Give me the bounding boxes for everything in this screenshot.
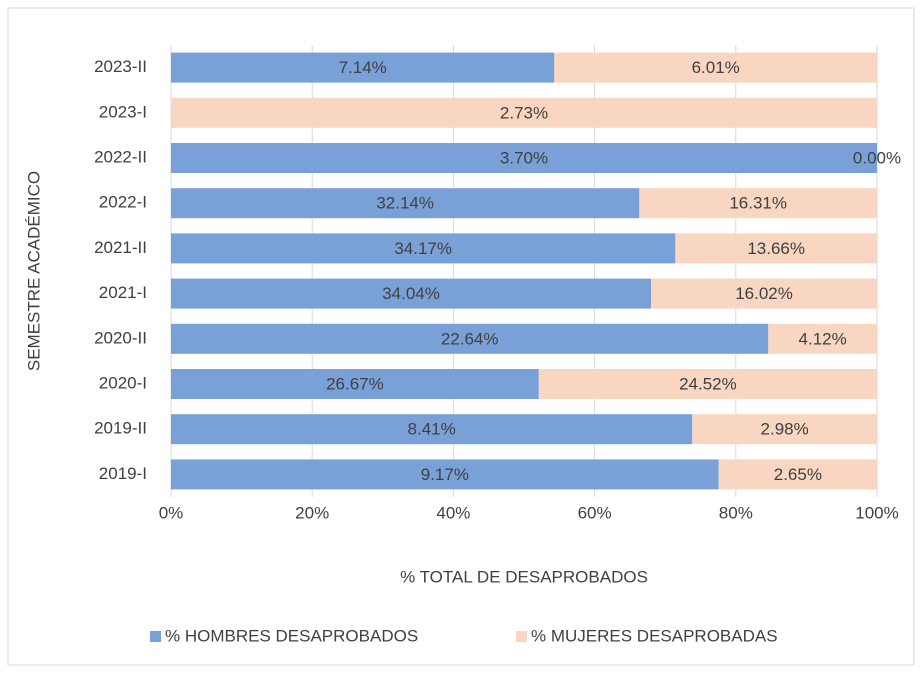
- data-label: 6.01%: [692, 58, 740, 77]
- bar-segment: [554, 52, 877, 83]
- bar-segment: [675, 233, 877, 264]
- data-label: 3.70%: [500, 148, 548, 167]
- y-tick-label: 2019-II: [94, 419, 147, 438]
- bar-segment: [692, 414, 877, 445]
- bar-segment: [171, 188, 640, 219]
- legend-swatch: [516, 631, 527, 642]
- data-label: 7.14%: [339, 58, 387, 77]
- data-label: 34.17%: [394, 239, 452, 258]
- bar-segment: [171, 323, 769, 354]
- y-tick-label: 2020-I: [99, 373, 147, 392]
- y-tick-label: 2023-I: [99, 102, 147, 121]
- data-label: 13.66%: [747, 239, 805, 258]
- legend-swatch: [150, 631, 161, 642]
- x-tick-label: 100%: [855, 503, 898, 522]
- data-label: 4.12%: [799, 329, 847, 348]
- bar-segment: [538, 369, 877, 399]
- data-label: 34.04%: [382, 284, 440, 303]
- y-tick-label: 2021-I: [99, 283, 147, 302]
- bar-segment: [639, 188, 877, 219]
- y-tick-label: 2021-II: [94, 238, 147, 257]
- data-label: 0.00%: [853, 148, 901, 167]
- bar-segment: [171, 233, 676, 264]
- bar-segment: [718, 459, 877, 490]
- x-tick-label: 60%: [578, 503, 612, 522]
- data-label: 2.65%: [774, 465, 822, 484]
- y-tick-label: 2019-I: [99, 464, 147, 483]
- y-tick-label: 2023-II: [94, 57, 147, 76]
- x-tick-label: 0%: [159, 503, 184, 522]
- y-tick-label: 2020-II: [94, 328, 147, 347]
- y-tick-label: 2022-I: [99, 193, 147, 212]
- legend-label: % MUJERES DESAPROBADAS: [531, 626, 778, 645]
- data-label: 32.14%: [376, 194, 434, 213]
- data-label: 2.98%: [761, 420, 809, 439]
- data-label: 26.67%: [326, 374, 384, 393]
- x-axis-title: % TOTAL DE DESAPROBADOS: [400, 567, 648, 586]
- data-label: 16.02%: [735, 284, 793, 303]
- bar-segment: [171, 459, 719, 490]
- x-tick-label: 40%: [436, 503, 470, 522]
- y-tick-label: 2022-II: [94, 147, 147, 166]
- x-tick-label: 20%: [295, 503, 329, 522]
- bar-segment: [171, 52, 555, 83]
- bar-segment: [171, 97, 877, 128]
- bar-segment: [768, 323, 877, 354]
- y-axis-title: SEMESTRE ACADÉMICO: [24, 171, 43, 371]
- data-label: 16.31%: [729, 194, 787, 213]
- data-label: 2.73%: [500, 103, 548, 122]
- data-label: 24.52%: [679, 374, 737, 393]
- data-label: 9.17%: [421, 465, 469, 484]
- bar-segment: [651, 278, 877, 309]
- data-label: 8.41%: [408, 420, 456, 439]
- bar-segment: [171, 278, 652, 309]
- bar-segment: [171, 143, 877, 173]
- x-tick-label: 80%: [719, 503, 753, 522]
- bar-segment: [171, 369, 539, 399]
- data-label: 22.64%: [441, 329, 499, 348]
- bar-segment: [171, 414, 693, 445]
- legend-label: % HOMBRES DESAPROBADOS: [165, 626, 418, 645]
